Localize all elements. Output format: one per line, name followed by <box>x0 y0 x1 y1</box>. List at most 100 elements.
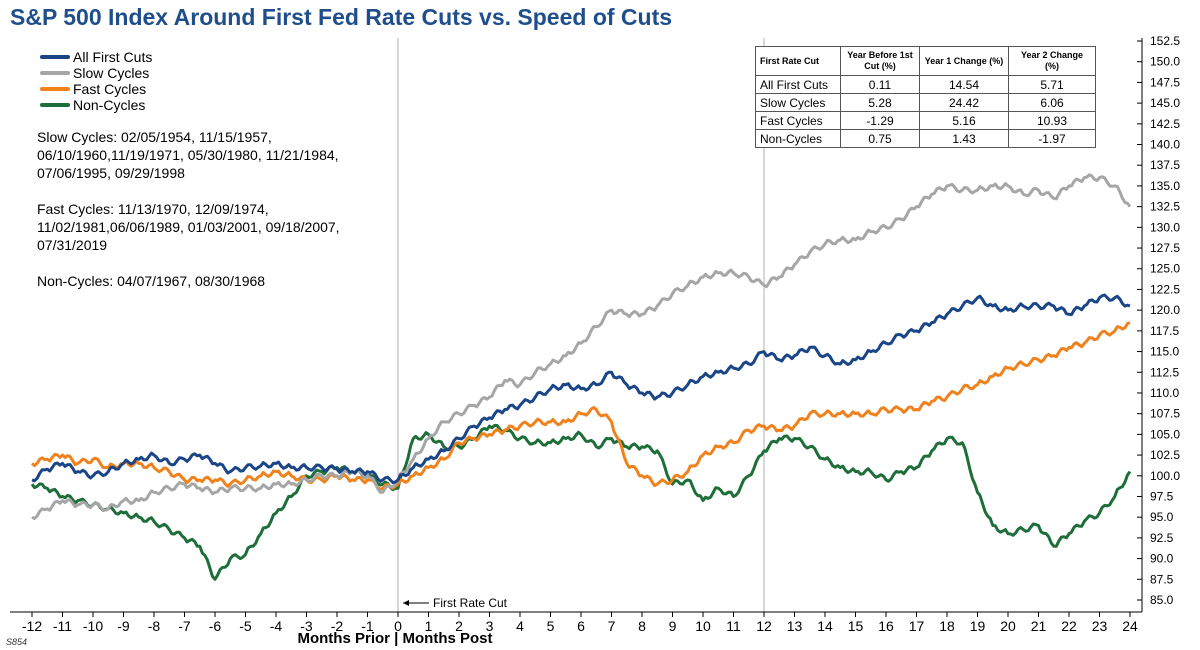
x-tick-label: -12 <box>22 618 42 634</box>
legend-swatch <box>40 71 70 75</box>
summary-table: First Rate Cut Year Before 1st Cut (%) Y… <box>755 46 1096 148</box>
x-axis-label: Months Prior | Months Post <box>297 630 493 647</box>
x-tick-label: -4 <box>270 618 283 634</box>
legend-item-non-cycles: Non-Cycles <box>40 97 152 113</box>
y-tick-label: 100.0 <box>1150 469 1180 483</box>
x-tick-label: 12 <box>756 618 772 634</box>
table-header: Year 2 Change (%) <box>1008 46 1096 76</box>
table-cell: -1.97 <box>1008 129 1096 148</box>
legend-label: Non-Cycles <box>73 97 146 113</box>
x-tick-label: 14 <box>817 618 833 634</box>
table-cell: -1.29 <box>840 111 920 130</box>
y-tick-label: 92.5 <box>1150 531 1174 545</box>
x-tick-label: -8 <box>148 618 161 634</box>
x-tick-label: 3 <box>486 618 494 634</box>
x-tick-label: 7 <box>608 618 616 634</box>
x-tick-label: 5 <box>547 618 555 634</box>
x-tick-label: 17 <box>909 618 925 634</box>
table-cell: 10.93 <box>1008 111 1096 130</box>
table-row: All First Cuts 0.11 14.54 5.71 <box>755 75 1096 94</box>
fast-cycles-note: Fast Cycles: 11/13/1970, 12/09/1974, 11/… <box>37 201 340 253</box>
x-tick-label: 4 <box>516 618 524 634</box>
footer-code: S854 <box>6 637 28 647</box>
y-tick-label: 102.5 <box>1150 448 1180 462</box>
y-tick-label: 150.0 <box>1150 55 1180 69</box>
y-tick-label: 107.5 <box>1150 407 1180 421</box>
table-cell: 5.28 <box>840 93 920 112</box>
x-tick-label: -6 <box>209 618 222 634</box>
series-line-all-first-cuts <box>31 293 1131 485</box>
table-header-row: First Rate Cut Year Before 1st Cut (%) Y… <box>755 46 1096 76</box>
series-line-slow-cycles <box>31 173 1132 521</box>
table-cell: Non-Cycles <box>755 129 841 148</box>
table-row: Non-Cycles 0.75 1.43 -1.97 <box>755 129 1096 148</box>
legend-label: Fast Cycles <box>73 81 147 97</box>
x-axis: -12 -11 -10 -9 -8 -7 -6 -5 -4 -3 -2 -1 0 1 2 3 4 5 6 7 8 9 10 1… <box>10 611 1142 634</box>
table-cell: 5.71 <box>1008 75 1096 94</box>
y-tick-label: 87.5 <box>1150 572 1174 586</box>
non-cycles-note: Non-Cycles: 04/07/1967, 08/30/1968 <box>37 273 266 289</box>
table-cell: All First Cuts <box>755 75 841 94</box>
table-row: Fast Cycles -1.29 5.16 10.93 <box>755 111 1096 130</box>
y-tick-label: 142.5 <box>1150 117 1180 131</box>
y-tick-label: 110.0 <box>1150 386 1179 400</box>
x-tick-label: -7 <box>178 618 191 634</box>
table-row: Slow Cycles 5.28 24.42 6.06 <box>755 93 1096 112</box>
x-tick-label: -10 <box>83 618 103 634</box>
x-tick-label: 13 <box>787 618 803 634</box>
y-tick-label: 120.0 <box>1150 303 1180 317</box>
chart-title: S&P 500 Index Around First Fed Rate Cuts… <box>10 4 673 30</box>
x-tick-label: 0 <box>394 618 402 634</box>
x-tick-label: 18 <box>939 618 955 634</box>
x-tick-label: 15 <box>848 618 864 634</box>
series-lines <box>30 173 1132 581</box>
x-tick-label: 8 <box>638 618 646 634</box>
y-tick-label: 85.0 <box>1150 593 1174 607</box>
table-cell: 6.06 <box>1008 93 1096 112</box>
x-tick-label: -1 <box>361 618 374 634</box>
x-tick-label: 24 <box>1122 618 1138 634</box>
x-tick-label: 22 <box>1061 618 1077 634</box>
x-tick-label: 10 <box>695 618 711 634</box>
legend-label: Slow Cycles <box>73 65 150 81</box>
x-tick-label: -9 <box>117 618 130 634</box>
x-tick-label: -11 <box>53 618 72 634</box>
x-tick-label: 2 <box>455 618 463 634</box>
x-tick-label: -5 <box>239 618 252 634</box>
x-tick-label: 1 <box>425 618 433 634</box>
y-tick-label: 105.0 <box>1150 427 1180 441</box>
legend-label: All First Cuts <box>73 49 153 65</box>
x-tick-label: 11 <box>726 618 741 634</box>
y-tick-label: 95.0 <box>1150 510 1174 524</box>
x-tick-label: -2 <box>331 618 344 634</box>
y-tick-label: 145.0 <box>1150 96 1180 110</box>
table-cell: 24.42 <box>919 93 1009 112</box>
first-rate-cut-annotation: First Rate Cut <box>403 596 508 610</box>
annotation-label: First Rate Cut <box>433 596 508 610</box>
y-tick-label: 115.0 <box>1150 345 1179 359</box>
x-tick-label: -3 <box>300 618 313 634</box>
y-tick-label: 112.5 <box>1150 365 1179 379</box>
legend-item-fast-cycles: Fast Cycles <box>40 81 152 97</box>
y-tick-label: 90.0 <box>1150 552 1174 566</box>
y-tick-label: 122.5 <box>1150 282 1180 296</box>
legend-swatch <box>40 87 70 91</box>
table-cell: 14.54 <box>919 75 1009 94</box>
y-tick-label: 135.0 <box>1150 179 1180 193</box>
vertical-reference-lines <box>397 38 765 612</box>
x-tick-label: 20 <box>1000 618 1016 634</box>
y-tick-label: 127.5 <box>1150 241 1180 255</box>
legend: All First Cuts Slow Cycles Fast Cycles N… <box>40 49 152 113</box>
x-tick-label: 16 <box>878 618 894 634</box>
table-header: Year 1 Change (%) <box>919 46 1009 76</box>
y-tick-label: 140.0 <box>1150 138 1180 152</box>
y-tick-label: 97.5 <box>1150 489 1174 503</box>
table-cell: 5.16 <box>919 111 1009 130</box>
y-tick-label: 130.0 <box>1150 220 1180 234</box>
y-axis: 85.0 87.5 90.0 92.5 95.0 97.5 100.0 102.5 105.0 1… <box>1137 34 1180 612</box>
table-cell: Fast Cycles <box>755 111 841 130</box>
legend-swatch <box>40 103 70 107</box>
y-tick-label: 117.5 <box>1150 324 1179 338</box>
annotation-arrowhead <box>403 600 409 606</box>
